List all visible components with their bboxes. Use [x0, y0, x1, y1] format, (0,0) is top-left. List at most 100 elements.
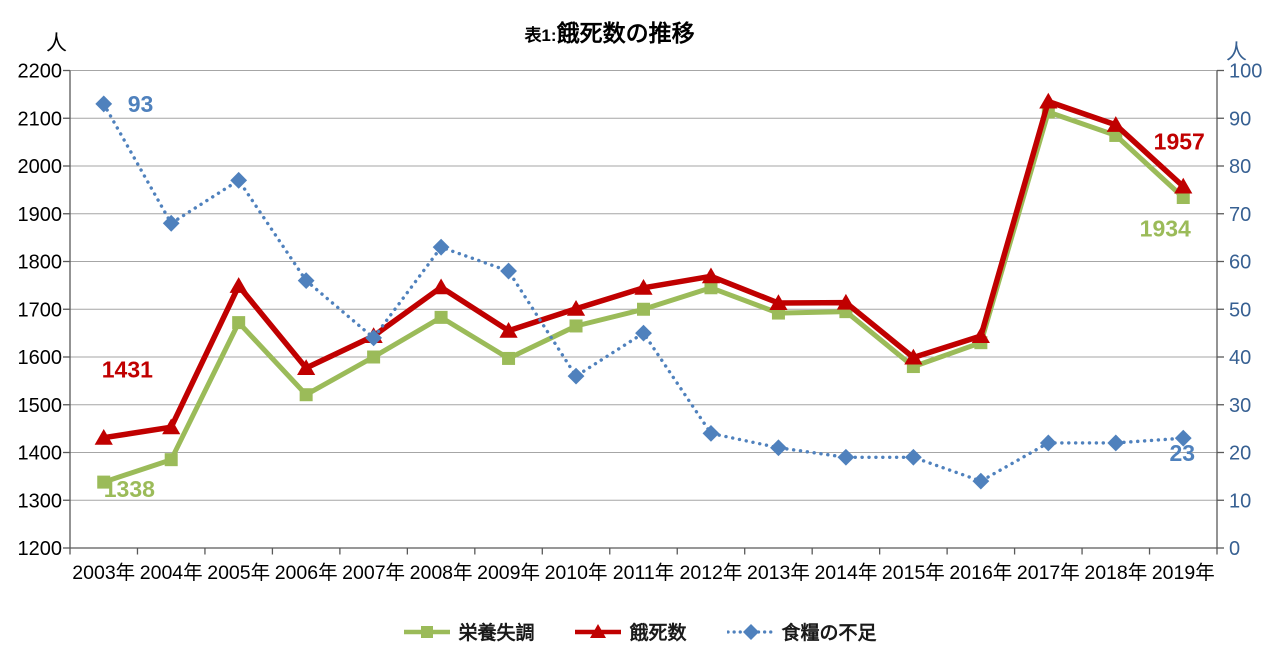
- series-marker-square: [704, 281, 718, 295]
- series-marker-diamond: [297, 272, 315, 289]
- x-axis-tick-label: 2014年: [814, 562, 877, 584]
- series-marker-diamond: [567, 367, 585, 385]
- right-axis-tick-label: 70: [1229, 204, 1251, 226]
- series-marker-square: [164, 453, 178, 467]
- data-label: 23: [1169, 440, 1195, 466]
- chart-title-prefix: 表1:: [524, 26, 557, 45]
- series-marker-square: [299, 388, 313, 402]
- data-label: 93: [128, 91, 154, 117]
- x-axis-tick-label: 2008年: [410, 562, 473, 584]
- left-axis-tick-label: 2000: [18, 156, 63, 178]
- legend-item-2: 食糧の不足: [726, 618, 877, 645]
- left-axis-tick-label: 1400: [18, 443, 63, 465]
- right-axis-tick-label: 60: [1229, 252, 1251, 274]
- left-axis-tick-label: 1300: [18, 490, 63, 512]
- left-axis-tick-label: 1900: [18, 204, 63, 226]
- series-marker-triangle: [297, 359, 316, 375]
- right-axis-tick-label: 10: [1229, 490, 1251, 512]
- series-marker-triangle: [1039, 92, 1058, 109]
- left-axis-tick-label: 1800: [18, 252, 63, 274]
- series-marker-square: [569, 319, 583, 333]
- right-axis-tick-label: 80: [1229, 156, 1251, 178]
- series-marker-diamond: [95, 95, 113, 113]
- right-axis-tick-label: 20: [1229, 443, 1251, 465]
- legend-label: 餓死数: [629, 623, 687, 644]
- right-axis-unit-label: 人: [1226, 41, 1247, 64]
- series-marker-diamond: [1039, 434, 1057, 452]
- series-marker-diamond: [972, 472, 990, 490]
- series-marker-triangle: [701, 267, 721, 284]
- data-label: 1934: [1140, 216, 1191, 242]
- series-marker-triangle: [904, 348, 923, 365]
- series-marker-diamond: [1174, 429, 1192, 447]
- series-marker-diamond: [230, 171, 248, 189]
- series-marker-square: [434, 310, 448, 324]
- left-axis-tick-label: 2200: [18, 61, 63, 83]
- x-axis-tick-label: 2012年: [680, 562, 743, 584]
- data-label: 1431: [102, 357, 153, 383]
- x-axis-tick-label: 2006年: [275, 562, 338, 584]
- chart-legend: 栄養失調 餓死数 食糧の不足: [0, 618, 1280, 645]
- left-axis-tick-label: 1700: [18, 299, 63, 321]
- x-axis-tick-label: 2018年: [1084, 562, 1147, 584]
- series-marker-diamond: [635, 324, 652, 342]
- x-axis-tick-label: 2015年: [882, 562, 945, 584]
- series-line-2: [102, 102, 1185, 483]
- x-axis-tick-label: 2010年: [545, 562, 608, 584]
- series-marker-square: [1109, 128, 1123, 142]
- data-label: 1338: [104, 476, 155, 502]
- legend-label: 栄養失調: [458, 623, 535, 644]
- series-marker-triangle: [1106, 116, 1125, 132]
- x-axis-tick-label: 2004年: [140, 562, 203, 584]
- series-line-0: [101, 109, 1186, 485]
- series-marker-diamond: [1107, 434, 1125, 452]
- legend-swatch-square: [404, 625, 451, 638]
- series-marker-triangle: [634, 279, 653, 295]
- series-marker-triangle: [1174, 177, 1193, 194]
- series-marker-diamond: [837, 448, 855, 466]
- legend-item-0: 栄養失調: [403, 618, 534, 645]
- x-axis-tick-label: 2007年: [342, 562, 405, 584]
- right-axis-tick-label: 50: [1229, 299, 1251, 321]
- legend-marker-diamond: [742, 623, 759, 640]
- data-label: 1957: [1154, 129, 1205, 155]
- legend-swatch-triangle: [575, 623, 622, 638]
- series-marker-triangle: [566, 300, 586, 316]
- series-marker-square: [232, 316, 246, 330]
- left-axis-tick-label: 1600: [18, 347, 63, 369]
- chart-title: 表1:餓死数の推移: [0, 14, 1219, 48]
- series-marker-square: [502, 351, 516, 365]
- left-axis-tick-label: 1200: [18, 538, 63, 560]
- series-marker-square: [97, 475, 111, 489]
- series-marker-triangle: [94, 428, 113, 445]
- left-axis-tick-label: 1500: [18, 395, 63, 417]
- series-marker-triangle: [836, 293, 856, 310]
- series-marker-diamond: [500, 262, 517, 280]
- series-marker-triangle: [229, 277, 248, 293]
- x-axis-tick-label: 2013年: [747, 562, 810, 584]
- right-axis-tick-label: 40: [1229, 347, 1251, 369]
- series-marker-diamond: [702, 425, 720, 442]
- series-marker-square: [367, 350, 381, 364]
- x-axis-tick-label: 2003年: [72, 562, 135, 584]
- series-marker-triangle: [431, 278, 451, 295]
- x-axis-tick-label: 2011年: [613, 562, 674, 584]
- right-axis-tick-label: 30: [1229, 395, 1251, 417]
- x-axis-tick-label: 2016年: [949, 562, 1012, 584]
- legend-marker-triangle: [590, 623, 607, 638]
- x-axis-tick-label: 2005年: [207, 562, 270, 584]
- right-axis-tick-label: 90: [1229, 108, 1251, 130]
- left-axis-unit-label: 人: [46, 32, 67, 55]
- series-marker-triangle: [499, 321, 518, 338]
- x-axis-tick-label: 2009年: [477, 562, 540, 584]
- series-marker-diamond: [770, 439, 787, 457]
- series-marker-triangle: [162, 418, 181, 435]
- right-axis-tick-label: 0: [1229, 538, 1240, 560]
- series-marker-square: [1176, 191, 1190, 205]
- right-axis-tick-label: 100: [1229, 61, 1262, 83]
- series-marker-diamond: [432, 238, 450, 256]
- x-axis-tick-label: 2017年: [1017, 562, 1080, 584]
- left-axis-tick-label: 2100: [18, 108, 63, 130]
- x-axis-tick-label: 2019年: [1152, 562, 1215, 584]
